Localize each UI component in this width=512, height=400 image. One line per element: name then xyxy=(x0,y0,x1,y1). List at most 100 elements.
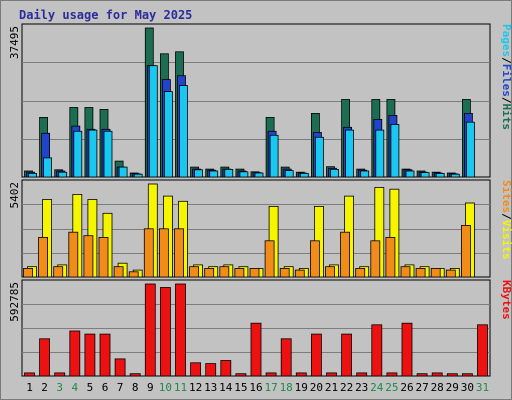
bar-pages-day-21 xyxy=(330,168,339,178)
panel-bottom: 592785 KBytes xyxy=(8,279,512,377)
x-tick-label: 29 xyxy=(446,381,459,394)
x-tick-label: 11 xyxy=(174,381,187,394)
x-tick-label: 12 xyxy=(189,381,202,394)
legend-entry: Visits xyxy=(500,220,512,260)
bar-sites-day-14 xyxy=(219,266,230,278)
bar-kbytes-day-30 xyxy=(461,373,473,377)
x-tick-label: 15 xyxy=(234,381,247,394)
x-tick-label: 21 xyxy=(325,381,338,394)
bar-kbytes-day-26 xyxy=(401,322,413,377)
chart-title: Daily usage for May 2025 xyxy=(19,8,192,22)
bar-pages-day-30 xyxy=(465,121,475,178)
x-tick-label: 28 xyxy=(431,381,444,394)
x-tick-label: 24 xyxy=(370,381,384,394)
panel-top: 37495 Pages/Files/Hits xyxy=(8,23,512,178)
bar-pages-day-17 xyxy=(269,134,279,178)
bar-pages-day-3 xyxy=(58,171,68,178)
bar-pages-day-29 xyxy=(450,173,460,178)
bar-kbytes-day-15 xyxy=(235,373,247,377)
bar-kbytes-day-8 xyxy=(129,373,141,377)
legend-entry: / xyxy=(500,57,512,64)
bar-sites-day-8 xyxy=(128,271,139,278)
x-tick-label: 6 xyxy=(102,381,109,394)
bar-pages-day-13 xyxy=(209,170,219,178)
x-tick-label: 3 xyxy=(56,381,63,394)
x-tick-label: 13 xyxy=(204,381,217,394)
bar-kbytes-day-17 xyxy=(265,372,277,377)
bar-pages-day-11 xyxy=(179,85,188,178)
bar-pages-day-25 xyxy=(390,124,400,178)
bar-kbytes-day-1 xyxy=(24,372,35,377)
bar-kbytes-day-28 xyxy=(431,372,443,377)
bar-sites-day-7 xyxy=(113,266,124,278)
bar-kbytes-day-29 xyxy=(446,373,458,377)
bar-pages-day-1 xyxy=(28,172,37,178)
bar-pages-day-18 xyxy=(284,170,294,178)
bar-kbytes-day-27 xyxy=(416,373,428,377)
legend-entry: Hits xyxy=(500,104,512,131)
legend-entry: / xyxy=(500,213,512,220)
x-tick-label: 14 xyxy=(219,381,233,394)
x-tick-label: 22 xyxy=(340,381,353,394)
bar-kbytes-day-6 xyxy=(99,333,111,377)
bar-kbytes-day-22 xyxy=(341,333,353,377)
bar-pages-day-23 xyxy=(360,170,370,178)
legend-entry: Sites xyxy=(500,180,512,213)
bar-kbytes-day-10 xyxy=(159,287,171,377)
x-tick-label: 16 xyxy=(249,381,262,394)
bar-pages-day-28 xyxy=(435,172,445,178)
bar-kbytes-day-14 xyxy=(220,360,232,377)
bar-sites-day-30 xyxy=(460,224,471,278)
x-tick-label: 18 xyxy=(280,381,293,394)
bar-kbytes-day-7 xyxy=(114,358,126,377)
bar-kbytes-day-4 xyxy=(69,330,81,377)
bar-kbytes-day-16 xyxy=(250,322,262,377)
bar-sites-day-22 xyxy=(340,231,351,278)
legend-entry: Files xyxy=(500,64,512,97)
bar-sites-day-27 xyxy=(415,267,426,278)
x-tick-label: 9 xyxy=(147,381,154,394)
bar-pages-day-22 xyxy=(345,129,355,178)
ymax-label: 5402 xyxy=(8,182,21,209)
bar-pages-day-10 xyxy=(163,91,173,178)
bar-sites-day-18 xyxy=(279,267,290,278)
x-tick-label: 2 xyxy=(41,381,48,394)
x-tick-label: 8 xyxy=(132,381,139,394)
bar-kbytes-day-19 xyxy=(295,372,307,377)
ymax-label: 592785 xyxy=(8,282,21,322)
ymax-label: 37495 xyxy=(8,26,21,59)
bar-sites-day-10 xyxy=(158,228,169,278)
bar-kbytes-day-18 xyxy=(280,338,292,377)
bar-pages-day-14 xyxy=(224,168,234,178)
bar-sites-day-25 xyxy=(385,236,396,278)
x-tick-label: 17 xyxy=(264,381,277,394)
bar-pages-day-7 xyxy=(118,166,128,178)
bar-pages-day-26 xyxy=(405,170,415,178)
x-tick-label: 19 xyxy=(295,381,308,394)
bar-sites-day-29 xyxy=(445,269,456,278)
bar-sites-day-2 xyxy=(38,236,48,278)
x-tick-label: 1 xyxy=(26,381,33,394)
legend: Sites/Visits xyxy=(500,180,512,260)
bar-sites-day-21 xyxy=(325,266,335,278)
bar-pages-day-20 xyxy=(314,136,324,178)
bar-sites-day-16 xyxy=(249,267,260,278)
bar-kbytes-day-20 xyxy=(310,333,322,377)
bar-kbytes-day-12 xyxy=(190,362,202,377)
legend-entry: KBytes xyxy=(500,280,512,320)
x-tick-label: 4 xyxy=(71,381,78,394)
legend: Pages/Files/Hits xyxy=(500,24,512,130)
bar-sites-day-9 xyxy=(143,228,154,278)
bar-sites-day-6 xyxy=(98,236,109,278)
bar-sites-day-4 xyxy=(68,231,79,278)
x-tick-label: 10 xyxy=(159,381,172,394)
x-tick-label: 23 xyxy=(355,381,368,394)
bar-kbytes-day-9 xyxy=(144,283,156,377)
bar-pages-day-9 xyxy=(148,65,158,178)
bar-sites-day-19 xyxy=(294,269,305,278)
bar-kbytes-day-21 xyxy=(326,372,337,377)
bar-kbytes-day-3 xyxy=(54,372,66,377)
bar-pages-day-24 xyxy=(375,129,385,178)
legend-entry: / xyxy=(500,97,512,104)
